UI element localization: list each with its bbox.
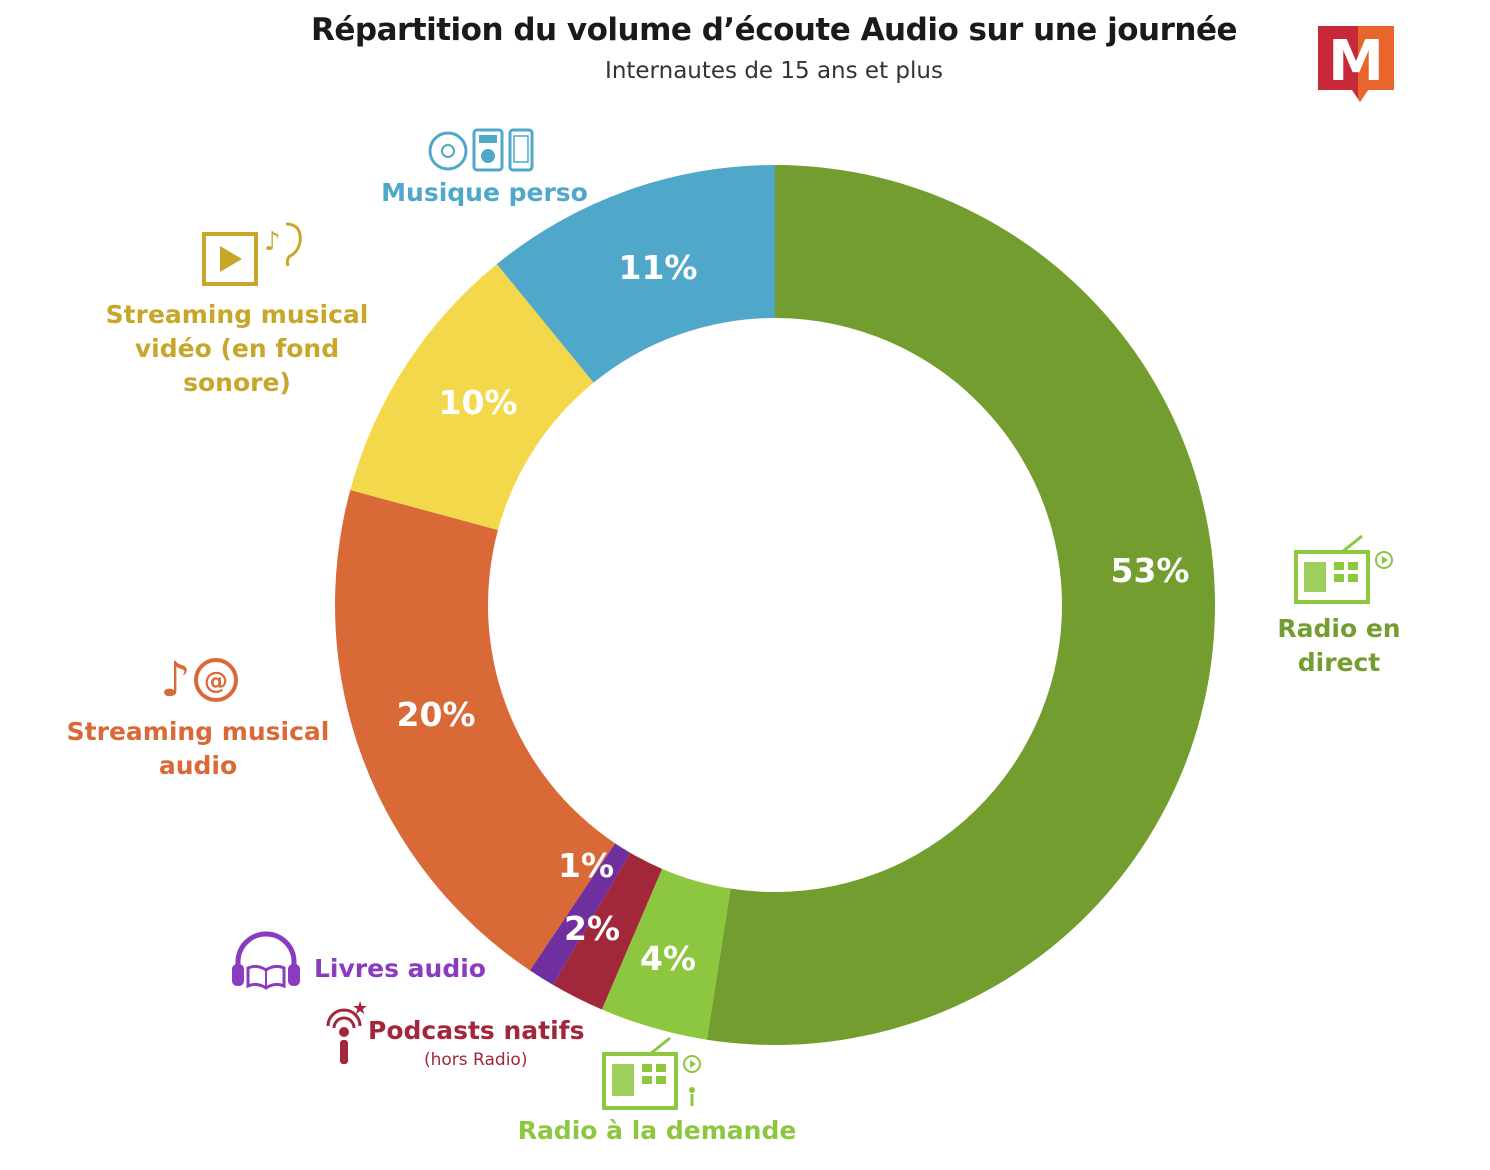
radio-live-icon	[1294, 534, 1393, 604]
slice-streaming-musical-vid-o-en-fond-sonore-	[350, 264, 594, 531]
cd-player-phone-icon	[428, 128, 534, 172]
svg-text:♪: ♪	[160, 652, 191, 706]
label-radio-direct: Radio en direct	[1277, 614, 1401, 677]
brand-logo: M	[1318, 26, 1394, 102]
percent-label: 53%	[1111, 551, 1190, 590]
slice-podcasts-natifs	[553, 852, 663, 1010]
label-radio-demande: Radio à la demande	[517, 1116, 797, 1145]
percent-label: 20%	[397, 695, 476, 734]
label-streaming-audio: Streaming musical audio	[66, 717, 330, 780]
music-at-icon: ♪ @	[160, 652, 238, 706]
slice-radio-la-demande	[601, 868, 731, 1040]
slice-radio-en-direct	[706, 165, 1215, 1045]
percent-label: 10%	[439, 383, 518, 422]
svg-text:♪: ♪	[264, 227, 281, 257]
label-podcasts: Podcasts natifs	[368, 1016, 585, 1045]
svg-text:@: @	[204, 667, 228, 695]
label-streaming-video: Streaming musical vidéo (en fond sonore)	[105, 300, 369, 397]
video-music-icon: ♪	[202, 222, 302, 286]
podcast-mic-icon: ★	[326, 998, 368, 1064]
percent-label: 4%	[640, 939, 696, 978]
label-podcasts-note: (hors Radio)	[424, 1050, 528, 1070]
chart-title: Répartition du volume d’écoute Audio sur…	[310, 12, 1238, 48]
percent-label: 1%	[558, 846, 614, 885]
percent-labels: 53% 4% 2% 1% 20% 10% 11%	[397, 248, 1190, 978]
radio-ondemand-icon	[602, 1036, 701, 1110]
label-livres-audio: Livres audio	[314, 954, 486, 983]
logo-letter: M	[1328, 29, 1384, 94]
slice-livres-audio	[529, 843, 631, 985]
chart-subtitle: Internautes de 15 ans et plus	[605, 58, 943, 84]
slice-musique-perso	[496, 165, 775, 383]
label-musique-perso: Musique perso	[381, 178, 588, 207]
percent-label: 2%	[564, 909, 620, 948]
donut-slices	[334, 165, 1215, 1045]
percent-label: 11%	[619, 248, 698, 287]
slice-streaming-musical-audio	[334, 490, 616, 971]
headphones-book-icon	[232, 931, 300, 990]
